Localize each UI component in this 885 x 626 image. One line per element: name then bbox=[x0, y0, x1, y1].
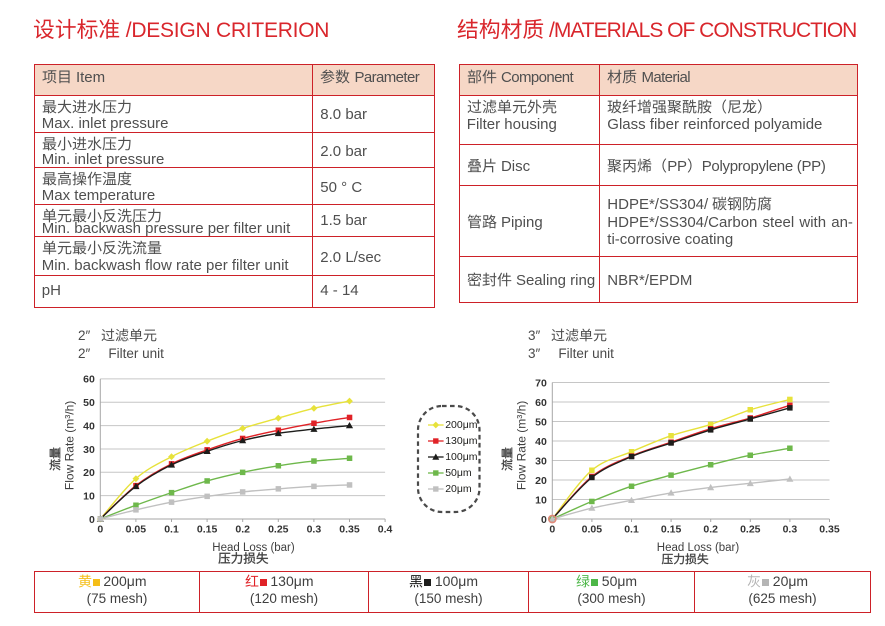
svg-text:0: 0 bbox=[549, 524, 555, 536]
svg-text:10: 10 bbox=[83, 491, 95, 503]
svg-text:0: 0 bbox=[97, 524, 103, 536]
svg-text:0: 0 bbox=[89, 514, 95, 526]
svg-text:60: 60 bbox=[83, 374, 95, 386]
svg-text:0.2: 0.2 bbox=[703, 524, 718, 536]
svg-text:70: 70 bbox=[535, 377, 547, 389]
svg-text:0.4: 0.4 bbox=[378, 524, 393, 536]
svg-text:0.2: 0.2 bbox=[235, 524, 250, 536]
svg-text:0.35: 0.35 bbox=[819, 524, 840, 536]
svg-text:0.3: 0.3 bbox=[783, 524, 798, 536]
svg-text:50: 50 bbox=[535, 416, 547, 428]
svg-text:30: 30 bbox=[83, 444, 95, 456]
svg-text:0.1: 0.1 bbox=[164, 524, 179, 536]
svg-text:Flow Rate (m³/h): Flow Rate (m³/h) bbox=[62, 401, 76, 490]
svg-text:50: 50 bbox=[83, 397, 95, 409]
svg-text:40: 40 bbox=[535, 436, 547, 448]
svg-text:0: 0 bbox=[541, 514, 547, 526]
svg-text:30: 30 bbox=[535, 455, 547, 467]
svg-text:0.3: 0.3 bbox=[307, 524, 322, 536]
svg-text:0.05: 0.05 bbox=[582, 524, 603, 536]
svg-text:20: 20 bbox=[535, 475, 547, 487]
svg-text:40: 40 bbox=[83, 420, 95, 432]
svg-text:0.15: 0.15 bbox=[197, 524, 218, 536]
svg-text:Head Loss (bar): Head Loss (bar) bbox=[657, 542, 740, 554]
svg-text:0.25: 0.25 bbox=[740, 524, 761, 536]
svg-text:Flow Rate (m³/h): Flow Rate (m³/h) bbox=[515, 401, 529, 490]
svg-text:0.05: 0.05 bbox=[126, 524, 147, 536]
svg-text:0.25: 0.25 bbox=[268, 524, 289, 536]
svg-text:60: 60 bbox=[535, 397, 547, 409]
svg-text:10: 10 bbox=[535, 494, 547, 506]
svg-text:0.1: 0.1 bbox=[624, 524, 639, 536]
svg-text:20: 20 bbox=[83, 467, 95, 479]
svg-text:0.35: 0.35 bbox=[339, 524, 360, 536]
svg-text:Head Loss (bar): Head Loss (bar) bbox=[212, 542, 295, 554]
svg-text:0.15: 0.15 bbox=[661, 524, 682, 536]
